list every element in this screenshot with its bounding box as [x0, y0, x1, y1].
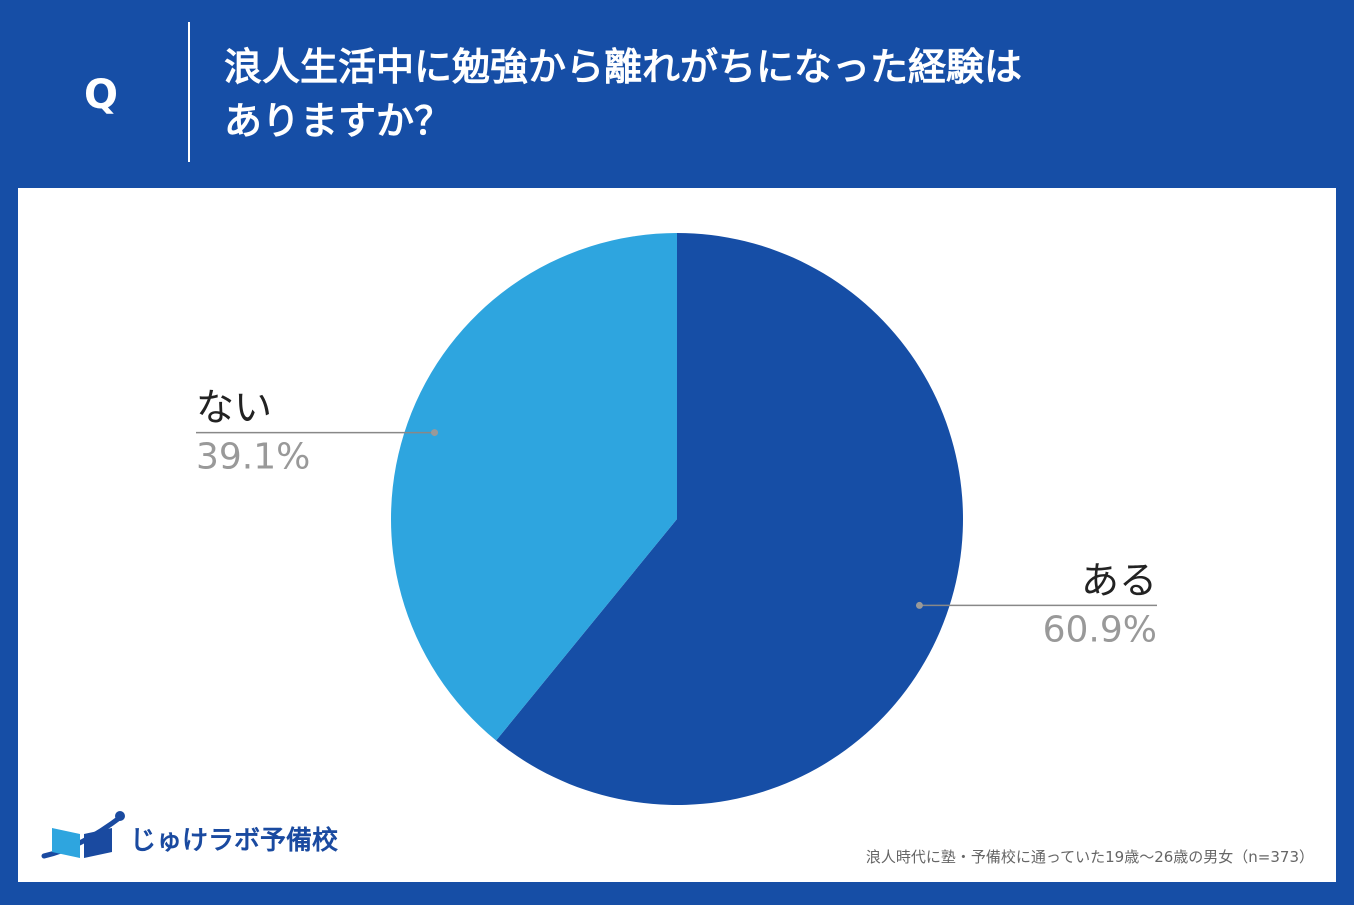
- pie-slice-1: [496, 233, 963, 805]
- brand-logo: じゅけラボ予備校: [40, 808, 360, 868]
- slice-label-slice-2: ない: [196, 386, 272, 430]
- survey-footnote: 浪人時代に塾・予備校に通っていた19歳～26歳の男女（n=373）: [865, 848, 1314, 866]
- question-line-1: 浪人生活中に勉強から離れがちになった経験は: [224, 45, 1023, 89]
- pie-slice-2: [391, 233, 677, 741]
- slice-percent-slice-1: 60.9%: [1043, 609, 1157, 650]
- slice-percent-slice-2: 39.1%: [196, 437, 310, 478]
- logo-text: じゅけラボ予備校: [130, 826, 339, 856]
- leader-dot-slice-1: [915, 601, 923, 609]
- question-line-2: ありますか？: [224, 99, 453, 143]
- question-text: 浪人生活中に勉強から離れがちになった経験は ありますか？: [224, 40, 1224, 148]
- q-mark: Q: [84, 72, 119, 118]
- header-divider: [188, 22, 190, 162]
- leader-dot-slice-2: [431, 429, 439, 437]
- question-header: Q 浪人生活中に勉強から離れがちになった経験は ありますか？: [0, 0, 1354, 188]
- book-logo-icon: [41, 811, 125, 859]
- slice-label-slice-1: ある: [1081, 558, 1157, 602]
